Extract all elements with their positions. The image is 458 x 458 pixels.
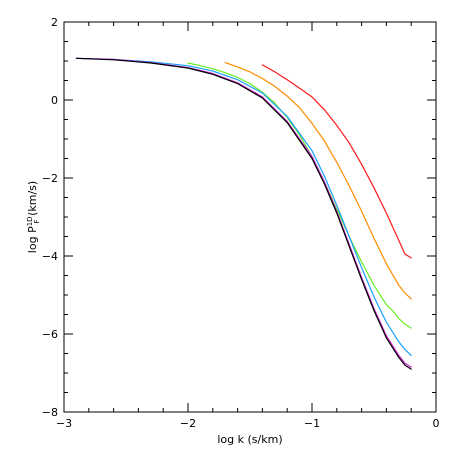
series-line-6: [75, 57, 412, 370]
x-tick-label: −2: [180, 417, 196, 430]
y-axis-label-units: (km/s): [26, 181, 39, 220]
series-group: [75, 57, 412, 370]
series-line-1: [261, 64, 412, 259]
x-tick-label: −3: [56, 417, 72, 430]
y-tick-label: 0: [51, 94, 58, 107]
axis-ticks: −3 −2 −1 0 −8 −6 −4 −2 0 2: [42, 16, 440, 430]
y-tick-label: −8: [42, 406, 58, 419]
x-tick-label: −1: [304, 417, 320, 430]
y-tick-label: −2: [42, 172, 58, 185]
y-axis-label: log P1DF (km/s): [26, 181, 41, 253]
y-axis-label-superscript: 1D: [26, 216, 34, 226]
y-axis-label-subscript: F: [33, 219, 41, 223]
y-tick-label: −6: [42, 328, 58, 341]
y-axis-label-main: log P: [26, 226, 39, 253]
plot-frame: [63, 21, 437, 413]
series-line-5: [75, 57, 412, 368]
y-tick-label: −4: [42, 250, 58, 263]
series-line-4: [75, 57, 412, 356]
x-tick-label: 0: [433, 417, 440, 430]
series-line-2: [224, 61, 412, 300]
x-axis-label: log k (s/km): [217, 433, 282, 446]
y-tick-label: 2: [51, 16, 58, 29]
